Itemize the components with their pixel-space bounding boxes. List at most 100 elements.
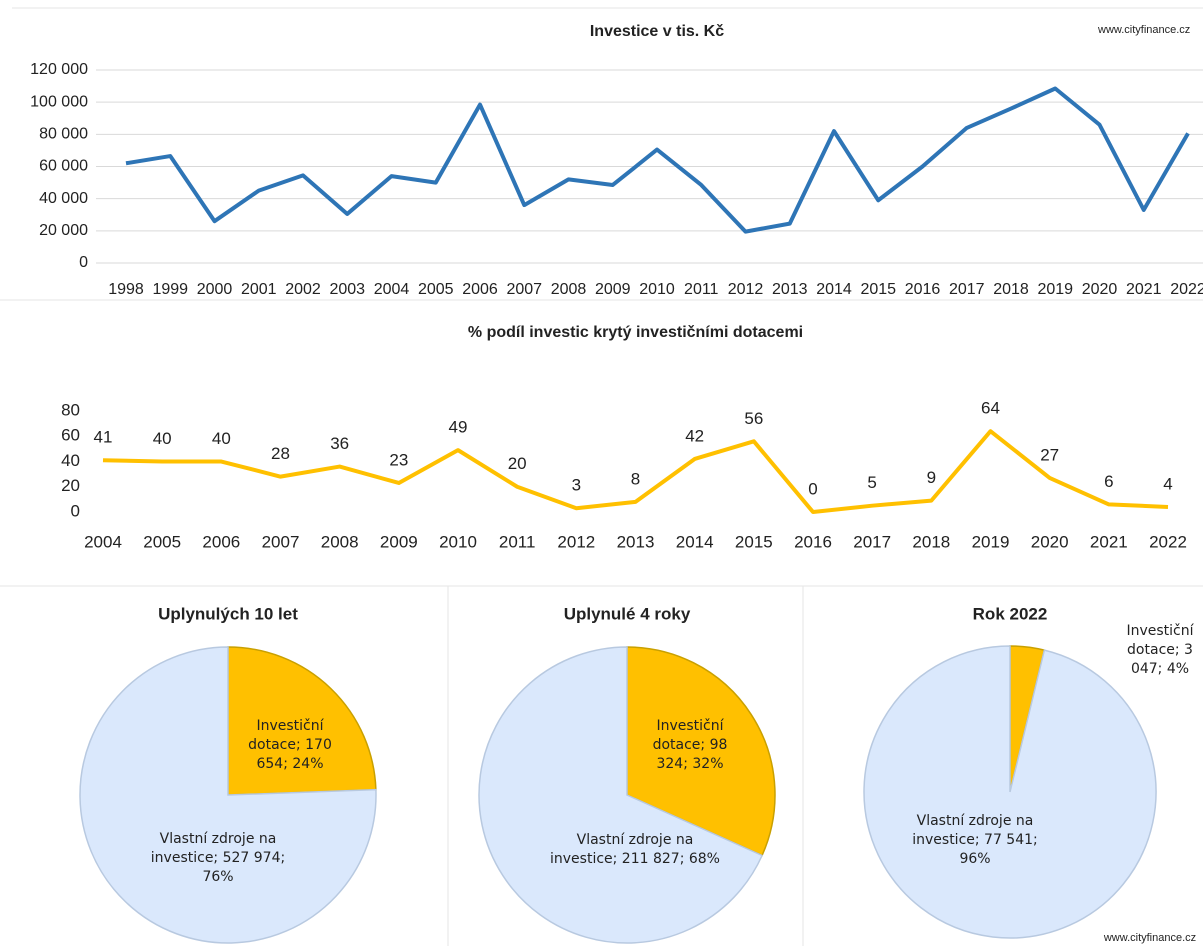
x-tick-label: 2005 xyxy=(418,281,454,298)
slice-label: Vlastní zdroje na investice; 527 974; 76… xyxy=(150,830,286,885)
x-tick-label: 2006 xyxy=(462,281,498,298)
x-tick-label: 1998 xyxy=(108,281,144,298)
y-tick-label: 60 xyxy=(61,426,80,445)
data-label: 27 xyxy=(1040,445,1059,464)
slice-label-box: Investiční dotace; 98 324; 32% xyxy=(652,717,728,772)
x-tick-label: 2012 xyxy=(728,281,764,298)
x-tick-label: 2011 xyxy=(684,281,719,298)
x-tick-label: 2009 xyxy=(380,532,418,551)
y-tick-label: 40 xyxy=(61,451,80,470)
data-label: 40 xyxy=(153,429,172,448)
data-label: 9 xyxy=(927,468,936,487)
data-label: 56 xyxy=(744,409,763,428)
data-label: 40 xyxy=(212,429,231,448)
y-tick-label: 0 xyxy=(79,254,88,271)
y-tick-label: 20 xyxy=(61,476,80,495)
x-tick-label: 2021 xyxy=(1090,532,1128,551)
x-tick-label: 2010 xyxy=(439,532,477,551)
data-label: 5 xyxy=(867,473,876,492)
x-tick-label: 2010 xyxy=(639,281,675,298)
x-tick-label: 2011 xyxy=(499,532,536,551)
y-tick-label: 80 xyxy=(61,400,80,419)
pie-slice xyxy=(227,646,377,796)
slice-label: Investiční dotace; 3 047; 4% xyxy=(1126,622,1194,677)
slice-label-box: Vlastní zdroje na investice; 211 827; 68… xyxy=(550,832,720,867)
x-tick-label: 2005 xyxy=(143,532,181,551)
data-label: 4 xyxy=(1163,474,1172,493)
x-tick-label: 2008 xyxy=(321,532,359,551)
pie-slice xyxy=(863,645,1157,939)
chart-title: Rok 2022 xyxy=(973,604,1048,623)
x-tick-label: 2004 xyxy=(374,281,410,298)
x-tick-label: 1999 xyxy=(152,281,188,298)
source-note: www.cityfinance.cz xyxy=(1103,932,1196,944)
y-tick-label: 80 000 xyxy=(39,126,88,143)
x-tick-label: 2021 xyxy=(1126,281,1162,298)
data-label: 41 xyxy=(94,428,113,447)
data-label: 20 xyxy=(508,454,527,473)
slice-label-box: Investiční dotace; 170 654; 24% xyxy=(248,717,332,772)
x-tick-label: 2008 xyxy=(551,281,587,298)
x-tick-label: 2013 xyxy=(617,532,655,551)
slice-label-box: Investiční dotace; 3 047; 4% xyxy=(1126,622,1194,677)
x-tick-label: 2006 xyxy=(202,532,240,551)
x-tick-label: 2004 xyxy=(84,532,122,551)
x-tick-label: 2015 xyxy=(860,281,896,298)
data-label: 49 xyxy=(449,418,468,437)
x-tick-label: 2003 xyxy=(329,281,365,298)
slice-label: Vlastní zdroje na investice; 77 541; 96% xyxy=(912,812,1038,867)
x-tick-label: 2017 xyxy=(949,281,985,298)
slice-label: Vlastní zdroje na investice; 211 827; 68… xyxy=(550,832,720,867)
slice-label: Investiční dotace; 170 654; 24% xyxy=(248,717,332,772)
x-tick-label: 2018 xyxy=(912,532,950,551)
x-tick-label: 2020 xyxy=(1082,281,1118,298)
x-tick-label: 2019 xyxy=(972,532,1010,551)
x-tick-label: 2017 xyxy=(853,532,891,551)
data-label: 0 xyxy=(808,479,817,498)
slice-label-box: Vlastní zdroje na investice; 77 541; 96% xyxy=(912,812,1038,867)
x-tick-label: 2002 xyxy=(285,281,321,298)
pie-slice xyxy=(626,646,776,857)
y-tick-label: 0 xyxy=(71,501,80,520)
x-tick-label: 2022 xyxy=(1149,532,1187,551)
chart-title: % podíl investic krytý investičními dota… xyxy=(468,324,803,341)
x-tick-label: 2012 xyxy=(557,532,595,551)
x-tick-label: 2009 xyxy=(595,281,631,298)
data-label: 23 xyxy=(389,450,408,469)
data-label: 36 xyxy=(330,434,349,453)
x-tick-label: 2016 xyxy=(794,532,832,551)
x-tick-label: 2007 xyxy=(262,532,300,551)
chart-title: Investice v tis. Kč xyxy=(590,23,724,40)
y-tick-label: 40 000 xyxy=(39,190,88,207)
data-line xyxy=(125,86,1190,234)
pie-slice xyxy=(79,646,377,944)
slice-label-box: Vlastní zdroje na investice; 527 974; 76… xyxy=(150,830,286,885)
chart-title: Uplynulé 4 roky xyxy=(564,604,691,623)
y-tick-label: 60 000 xyxy=(39,158,88,175)
x-tick-label: 2013 xyxy=(772,281,808,298)
slice-label: Investiční dotace; 98 324; 32% xyxy=(652,717,728,772)
data-label: 6 xyxy=(1104,472,1113,491)
source-note: www.cityfinance.cz xyxy=(1097,24,1190,36)
data-label: 42 xyxy=(685,426,704,445)
x-tick-label: 2015 xyxy=(735,532,773,551)
x-tick-label: 2020 xyxy=(1031,532,1069,551)
data-label: 3 xyxy=(572,476,581,495)
data-label: 64 xyxy=(981,399,1000,418)
x-tick-label: 2016 xyxy=(905,281,941,298)
pie-slice xyxy=(478,646,764,944)
x-tick-label: 2001 xyxy=(241,281,277,298)
x-tick-label: 2014 xyxy=(816,281,852,298)
x-tick-label: 2022 xyxy=(1170,281,1203,298)
y-tick-label: 120 000 xyxy=(30,61,88,78)
y-tick-label: 20 000 xyxy=(39,222,88,239)
x-tick-label: 2007 xyxy=(506,281,542,298)
x-tick-label: 2014 xyxy=(676,532,714,551)
x-tick-label: 2000 xyxy=(197,281,233,298)
y-tick-label: 100 000 xyxy=(30,93,88,110)
chart-title: Uplynulých 10 let xyxy=(158,604,298,623)
data-line xyxy=(102,429,1169,514)
x-tick-label: 2018 xyxy=(993,281,1029,298)
data-label: 8 xyxy=(631,469,640,488)
